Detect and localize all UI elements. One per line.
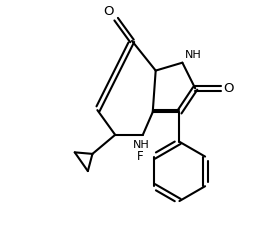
Text: F: F [137, 150, 144, 163]
Text: NH: NH [185, 50, 202, 60]
Text: NH: NH [133, 140, 149, 150]
Text: O: O [224, 82, 234, 95]
Text: O: O [103, 5, 113, 18]
